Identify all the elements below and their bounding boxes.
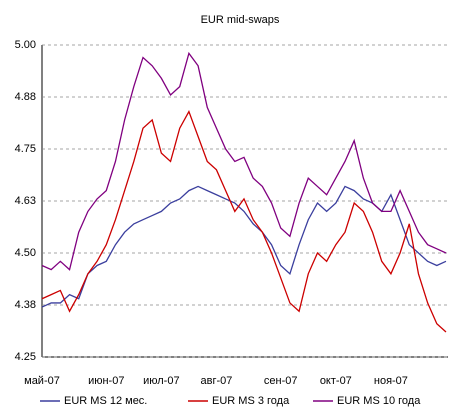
x-tick-label: окт-07 bbox=[320, 375, 352, 387]
series-line bbox=[41, 185, 447, 308]
y-tick-label: 5.00 bbox=[15, 39, 36, 51]
y-tick-label: 4.75 bbox=[15, 143, 36, 155]
x-tick-label: ноя-07 bbox=[374, 375, 408, 387]
y-tick-label: 4.63 bbox=[15, 195, 36, 207]
y-tick-label: 4.25 bbox=[15, 351, 36, 363]
series-line bbox=[41, 51, 447, 271]
x-tick-label: май-07 bbox=[24, 375, 60, 387]
chart-title: EUR mid-swaps bbox=[201, 14, 280, 26]
x-tick-label: авг-07 bbox=[201, 375, 233, 387]
x-tick-label: июн-07 bbox=[88, 375, 124, 387]
legend-label: EUR MS 3 года bbox=[212, 395, 290, 407]
y-tick-label: 4.50 bbox=[15, 247, 36, 259]
legend-label: EUR MS 12 мес. bbox=[64, 395, 147, 407]
y-tick-label: 4.38 bbox=[15, 299, 36, 311]
x-tick-label: сен-07 bbox=[264, 375, 298, 387]
legend-label: EUR MS 10 года bbox=[337, 395, 421, 407]
x-tick-label: июл-07 bbox=[143, 375, 179, 387]
series-line bbox=[41, 109, 447, 333]
y-tick-label: 4.88 bbox=[15, 91, 36, 103]
